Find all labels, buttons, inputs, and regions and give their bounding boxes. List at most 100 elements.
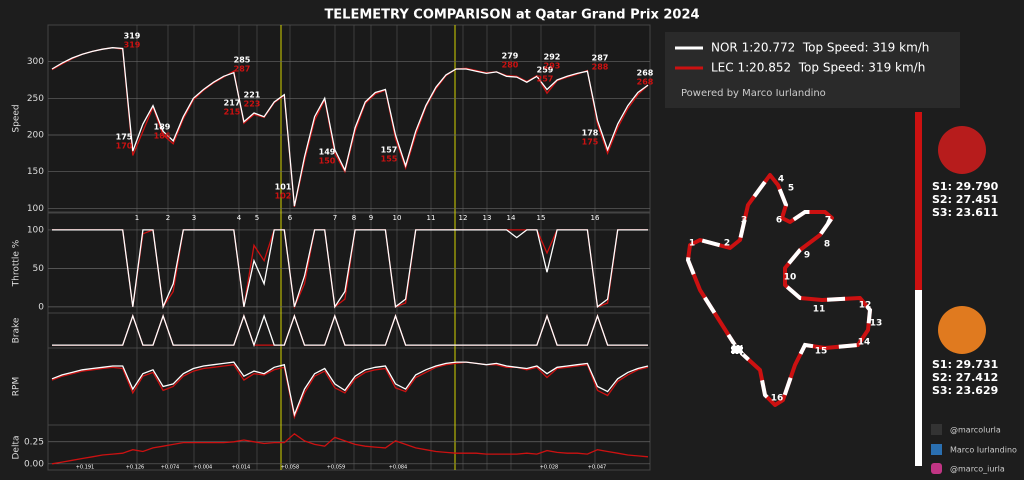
- annotation-nor: 285: [234, 56, 251, 65]
- track-corner: 8: [824, 240, 830, 250]
- y-tick-label: 50: [33, 264, 45, 274]
- y-tick-label: 100: [27, 225, 44, 235]
- annotation-lec: 319: [124, 41, 141, 50]
- annotation-lec: 293: [544, 62, 561, 71]
- annotation-nor: 259: [537, 66, 554, 75]
- sector-bar-nor: [915, 290, 922, 466]
- sector-time: S2: 27.412: [932, 371, 998, 384]
- corner-label: 6: [288, 214, 293, 222]
- corner-label: 1: [135, 214, 139, 222]
- y-tick-label: 250: [27, 94, 44, 104]
- finish-flag: [730, 344, 744, 355]
- corner-label: 12: [459, 214, 468, 222]
- delta-label: +0.047: [588, 465, 607, 471]
- corner-label: 5: [255, 214, 259, 222]
- corner-label: 13: [483, 214, 492, 222]
- annotation-lec: 186: [154, 132, 171, 141]
- sector-bar-lec: [915, 112, 922, 290]
- annotation-lec: 287: [234, 65, 251, 74]
- track-corner: 7: [825, 216, 831, 226]
- annotation-lec: 150: [319, 157, 336, 166]
- panel: [47, 312, 651, 349]
- driver-image: [938, 126, 986, 174]
- sector-time: S1: 29.731: [932, 358, 998, 371]
- trace: [52, 313, 648, 348]
- y-axis-label: Speed: [12, 104, 22, 132]
- corner-label: 15: [537, 214, 546, 222]
- trace: [51, 361, 649, 417]
- trace: [52, 229, 648, 310]
- annotation-lec: 155: [381, 155, 398, 164]
- track-corner: 11: [813, 305, 826, 315]
- annotation-nor: 189: [154, 123, 171, 132]
- y-axis-label: Brake: [12, 317, 22, 343]
- track-map: [685, 171, 873, 408]
- y-tick-label: 150: [27, 167, 44, 177]
- annotation-nor: 221: [244, 91, 261, 100]
- annotation-lec: 268: [637, 78, 654, 87]
- annotation-nor: 178: [582, 129, 599, 138]
- legend-box: [665, 32, 960, 108]
- y-tick-label: 0.00: [24, 459, 44, 469]
- delta-label: +0.028: [540, 465, 559, 471]
- annotation-lec: 215: [224, 108, 241, 117]
- corner-label: 2: [166, 214, 170, 222]
- track-corner: 10: [784, 273, 797, 283]
- annotation-lec: 288: [592, 63, 609, 72]
- trace: [51, 361, 649, 420]
- track-corner: 14: [858, 338, 871, 348]
- track-corner: 6: [776, 216, 782, 226]
- y-axis-label: Throttle %: [12, 239, 22, 287]
- annotation-nor: 287: [592, 54, 609, 63]
- track-corner: 2: [724, 239, 730, 249]
- corner-label: 9: [369, 214, 373, 222]
- delta-label: +0.014: [232, 465, 251, 471]
- driver-image: [938, 306, 986, 354]
- track-corner: 15: [815, 347, 828, 357]
- annotation-nor: 268: [637, 69, 654, 78]
- annotation-lec: 257: [537, 75, 554, 84]
- track-corner: 13: [870, 319, 883, 329]
- delta-label: +0.084: [389, 465, 408, 471]
- annotation-lec: 102: [275, 192, 292, 201]
- sector-time: S3: 23.629: [932, 384, 998, 397]
- social-icon: [931, 424, 942, 435]
- annotation-lec: 175: [582, 138, 599, 147]
- track-corner: 16: [771, 394, 784, 404]
- panel: [47, 424, 651, 471]
- corner-label: 11: [427, 214, 436, 222]
- track-corner: 9: [804, 251, 810, 261]
- sector-time: S1: 29.790: [932, 180, 999, 193]
- corner-label: 7: [333, 214, 337, 222]
- annotation-nor: 319: [124, 32, 141, 41]
- y-axis-label: RPM: [12, 377, 22, 396]
- y-tick-label: 0: [38, 302, 44, 312]
- annotation-nor: 217: [224, 99, 241, 108]
- corner-label: 14: [507, 214, 516, 222]
- track-corner: 1: [689, 239, 695, 249]
- trace: [51, 432, 649, 465]
- trace: [51, 47, 649, 207]
- annotation-nor: 175: [116, 133, 133, 142]
- y-tick-label: 200: [27, 131, 44, 141]
- annotation-nor: 149: [319, 148, 336, 157]
- powered-by: Powered by Marco Iurlandino: [681, 88, 826, 99]
- social-handle: Marco Iurlandino: [950, 446, 1017, 455]
- sector-time: S3: 23.611: [932, 206, 998, 219]
- y-tick-label: 0.25: [24, 437, 44, 447]
- track-corner: 5: [788, 184, 794, 194]
- track-corner: 4: [778, 175, 784, 185]
- social-handle: @marcolurla: [950, 426, 1001, 435]
- track-corner: 12: [859, 301, 872, 311]
- legend-label: LEC 1:20.852 Top Speed: 319 km/h: [711, 61, 925, 75]
- annotation-nor: 101: [275, 183, 292, 192]
- corner-label: 10: [393, 214, 402, 222]
- corner-label: 4: [237, 214, 242, 222]
- delta-label: +0.058: [281, 465, 300, 471]
- y-tick-label: 100: [27, 204, 44, 214]
- y-tick-label: 300: [27, 57, 44, 67]
- sector-time: S2: 27.451: [932, 193, 998, 206]
- title: TELEMETRY COMPARISON at Qatar Grand Prix…: [324, 8, 699, 23]
